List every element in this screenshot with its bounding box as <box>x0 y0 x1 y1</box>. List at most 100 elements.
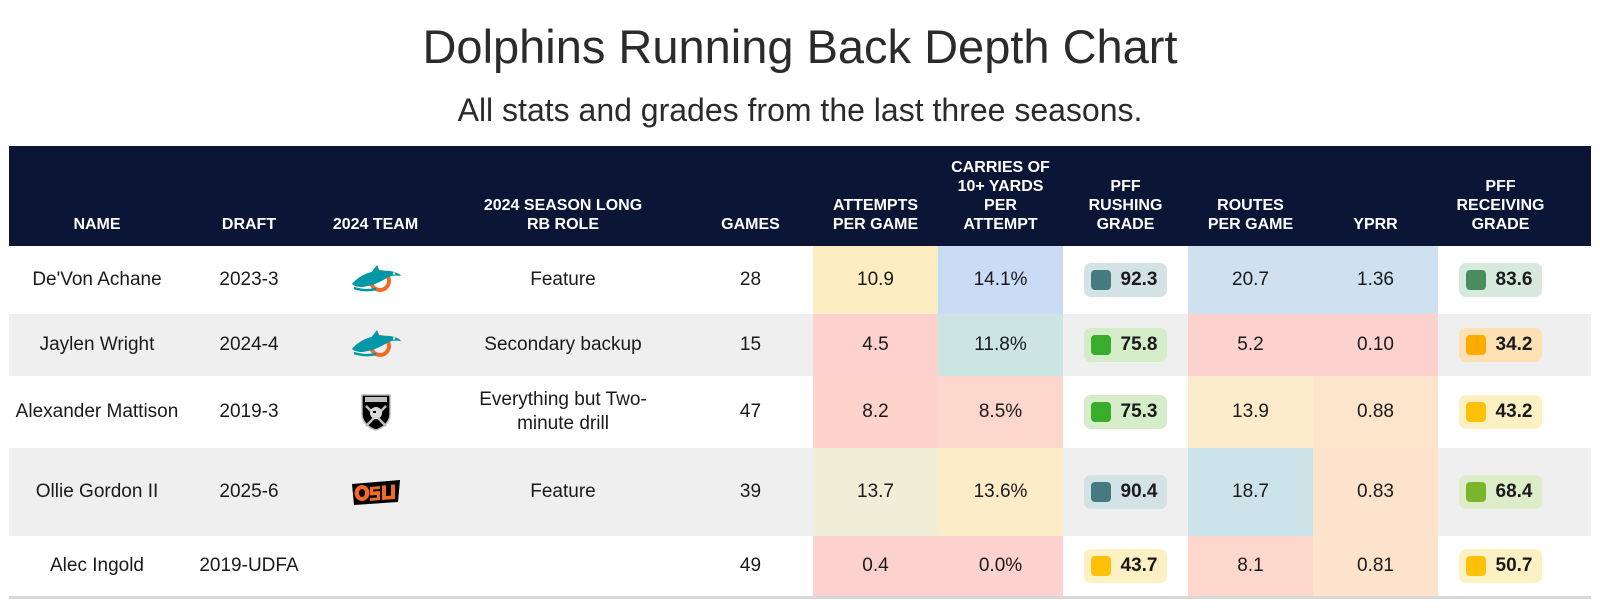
table-body: De'Von Achane 2023-3 Feature 28 10.9 14.1% 92.… <box>9 246 1591 596</box>
header-role: 2024 SEASON LONG RB ROLE <box>483 197 643 233</box>
receiving-grade-badge: 34.2 <box>1458 328 1543 362</box>
table-row: De'Von Achane 2023-3 Feature 28 10.9 14.1% 92.… <box>9 246 1591 314</box>
receiving-grade-badge: 43.2 <box>1458 395 1543 429</box>
receiving-grade-value: 34.2 <box>1495 334 1533 355</box>
page-title: Dolphins Running Back Depth Chart <box>422 20 1178 73</box>
receiving-grade-value: 43.2 <box>1495 401 1533 422</box>
player-name: Alexander Mattison <box>15 401 179 422</box>
receiving-grade-cell: 34.2 <box>1438 314 1563 376</box>
grade-swatch <box>1090 482 1111 502</box>
attempts-value: 13.7 <box>813 448 938 536</box>
rushing-grade-value: 92.3 <box>1120 269 1158 290</box>
role-value <box>438 536 688 596</box>
osu-logo <box>350 472 402 512</box>
page-subtitle: All stats and grades from the last three… <box>457 92 1143 128</box>
team-cell <box>313 246 438 314</box>
yprr-value: 0.10 <box>1313 314 1438 376</box>
header-name: NAME <box>73 216 121 233</box>
dolphins-logo <box>350 325 402 365</box>
table-row: Alexander Mattison 2019-3 Everything but T… <box>9 376 1591 448</box>
yprr-value: 1.36 <box>1313 246 1438 314</box>
raiders-logo <box>350 392 402 432</box>
header-carries: CARRIES OF 10+ YARDS PER ATTEMPT <box>951 159 1050 233</box>
rushing-grade-badge: 75.3 <box>1083 395 1168 429</box>
rushing-grade-cell: 43.7 <box>1063 536 1188 596</box>
receiving-grade-cell: 68.4 <box>1438 448 1563 536</box>
draft-value: 2019-UDFA <box>199 555 299 576</box>
carries-value: 13.6% <box>938 448 1063 536</box>
table-header: NAME DRAFT 2024 TEAM 2024 SEASON LONG RB… <box>9 146 1591 246</box>
rushing-grade-value: 90.4 <box>1120 481 1158 502</box>
grade-swatch <box>1090 335 1111 355</box>
header-games: GAMES <box>721 216 780 233</box>
team-cell <box>313 376 438 448</box>
draft-value: 2024-4 <box>219 334 279 355</box>
games-value: 15 <box>739 334 762 355</box>
grade-swatch <box>1465 556 1486 576</box>
table-row: Alec Ingold 2019-UDFA 49 0.4 0.0% 43.7 8.1 0.81… <box>9 536 1591 596</box>
receiving-grade-value: 83.6 <box>1495 269 1533 290</box>
carries-value: 11.8% <box>938 314 1063 376</box>
receiving-grade-badge: 68.4 <box>1458 475 1543 509</box>
depth-chart-table: NAME DRAFT 2024 TEAM 2024 SEASON LONG RB… <box>9 146 1591 599</box>
rushing-grade-badge: 75.8 <box>1083 328 1168 362</box>
rushing-grade-badge: 90.4 <box>1083 475 1168 509</box>
header-receiving-grade: PFF RECEIVING GRADE <box>1456 178 1545 233</box>
header-draft: DRAFT <box>221 216 277 233</box>
role-value: Secondary backup <box>484 334 642 355</box>
carries-value: 8.5% <box>938 376 1063 448</box>
grade-swatch <box>1465 270 1486 290</box>
draft-value: 2025-6 <box>219 481 279 502</box>
routes-value: 20.7 <box>1188 246 1313 314</box>
role-value: Feature <box>530 269 596 290</box>
receiving-grade-cell: 83.6 <box>1438 246 1563 314</box>
attempts-value: 0.4 <box>813 536 938 596</box>
draft-value: 2019-3 <box>219 401 279 422</box>
rushing-grade-value: 75.8 <box>1120 334 1158 355</box>
table-row: Jaylen Wright 2024-4 Secondary backup 15 4.5… <box>9 314 1591 376</box>
receiving-grade-badge: 83.6 <box>1458 263 1543 297</box>
rushing-grade-value: 43.7 <box>1120 555 1158 576</box>
table-row: Ollie Gordon II 2025-6 Feature 39 13.7 13.6% 9… <box>9 448 1591 536</box>
header-yprr: YPRR <box>1353 216 1398 233</box>
routes-value: 18.7 <box>1188 448 1313 536</box>
team-cell <box>313 314 438 376</box>
rushing-grade-badge: 92.3 <box>1083 263 1168 297</box>
rushing-grade-cell: 92.3 <box>1063 246 1188 314</box>
yprr-value: 0.81 <box>1313 536 1438 596</box>
carries-value: 14.1% <box>938 246 1063 314</box>
attempts-value: 4.5 <box>813 314 938 376</box>
role-value: Everything but Two-minute drill <box>479 389 647 434</box>
games-value: 47 <box>739 401 762 422</box>
carries-value: 0.0% <box>938 536 1063 596</box>
player-name: Jaylen Wright <box>39 334 155 355</box>
yprr-value: 0.83 <box>1313 448 1438 536</box>
team-cell <box>313 448 438 536</box>
draft-value: 2023-3 <box>219 269 279 290</box>
routes-value: 5.2 <box>1188 314 1313 376</box>
rushing-grade-cell: 90.4 <box>1063 448 1188 536</box>
yprr-value: 0.88 <box>1313 376 1438 448</box>
player-name: Ollie Gordon II <box>35 481 159 502</box>
games-value: 49 <box>739 555 762 576</box>
attempts-value: 8.2 <box>813 376 938 448</box>
grade-swatch <box>1465 335 1486 355</box>
routes-value: 8.1 <box>1188 536 1313 596</box>
receiving-grade-value: 68.4 <box>1495 481 1533 502</box>
games-value: 28 <box>739 269 762 290</box>
grade-swatch <box>1465 402 1486 422</box>
receiving-grade-cell: 43.2 <box>1438 376 1563 448</box>
rushing-grade-badge: 43.7 <box>1083 549 1168 583</box>
grade-swatch <box>1465 482 1486 502</box>
table-bottom-rule <box>9 596 1591 599</box>
team-cell <box>313 536 438 596</box>
rushing-grade-value: 75.3 <box>1120 401 1158 422</box>
routes-value: 13.9 <box>1188 376 1313 448</box>
attempts-value: 10.9 <box>813 246 938 314</box>
games-value: 39 <box>739 481 762 502</box>
grade-swatch <box>1090 402 1111 422</box>
header-attempts: ATTEMPTS PER GAME <box>832 197 919 233</box>
receiving-grade-cell: 50.7 <box>1438 536 1563 596</box>
grade-swatch <box>1090 556 1111 576</box>
